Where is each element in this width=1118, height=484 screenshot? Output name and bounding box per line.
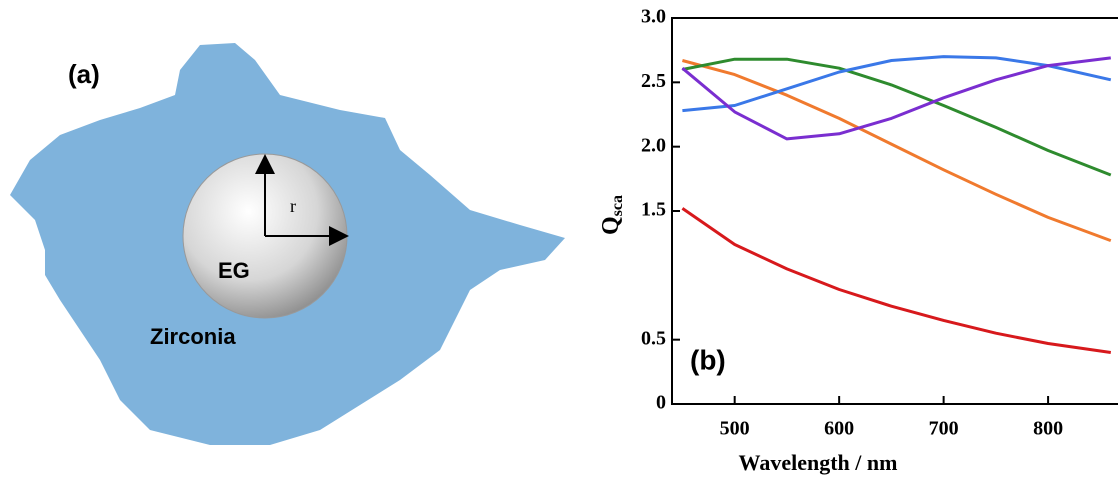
y-axis-title: Qsca [598,195,626,235]
y-tick-label: 0 [656,392,666,414]
x-tick-label: 800 [1033,418,1063,440]
y-tick-label: 2.0 [641,134,666,156]
radius-label: r [290,196,296,216]
panel-label: (b) [690,344,726,375]
page: (a) r EG Zirconia 0 0.5 1.5 2.0 2.5 3.0 500 600… [0,0,1118,484]
figure: (a) r EG Zirconia 0 0.5 1.5 2.0 2.5 3.0 500 600… [0,0,1118,484]
x-tick-label: 500 [720,418,750,440]
line-series [682,208,1110,352]
core-label: EG [218,258,250,283]
y-tick-label: 1.5 [641,199,666,221]
line-series [682,58,1110,139]
x-axis-title: Wavelength / nm [739,450,898,475]
y-axis-title-sub: sca [609,195,626,216]
shell-label: Zirconia [150,324,236,349]
x-tick-label: 700 [929,418,959,440]
y-tick-label: 0.5 [641,327,666,349]
y-tick-label: 3.0 [641,6,666,28]
y-axis-title-main: Q [598,216,624,235]
panel-a: (a) r EG Zirconia [10,43,565,445]
panel-label: (a) [68,59,100,89]
y-tick-label: 2.5 [641,70,666,92]
x-tick-label: 600 [824,418,854,440]
